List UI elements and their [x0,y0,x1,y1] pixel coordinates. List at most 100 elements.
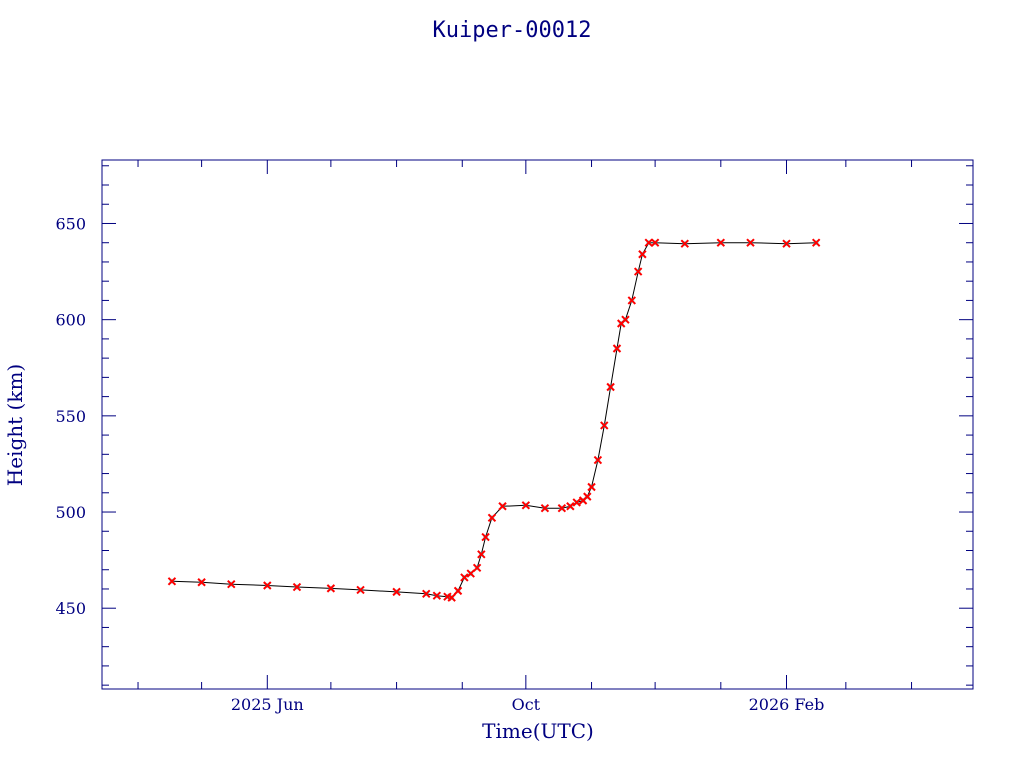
data-point-stroke [422,589,431,598]
data-point [498,502,507,511]
data-point [811,238,821,247]
data-point [572,498,581,507]
y-tick-label: 600 [55,311,86,330]
y-tick-label: 500 [55,503,86,522]
data-point [356,585,365,595]
data-point [557,503,567,513]
data-point [644,238,653,247]
data-point [472,563,482,573]
data-point-stroke [472,563,482,573]
data-point [481,532,490,542]
data-point [263,581,272,590]
data-point [650,238,660,247]
data-point [326,584,336,593]
data-point [782,239,791,248]
data-point [477,550,486,559]
data-point [521,501,531,510]
data-point [638,250,647,259]
data-point-stroke [447,593,456,602]
data-points [167,238,821,602]
data-point-stroke [612,344,622,353]
data-point-stroke [627,296,637,305]
data-point-stroke [432,591,442,600]
data-point-stroke [621,315,630,324]
data-point-stroke [650,238,660,247]
data-point-stroke [782,239,791,248]
data-point [540,503,550,513]
axis-ticks [102,160,973,689]
y-tick-label: 650 [55,214,86,233]
x-axis-label: Time(UTC) [482,719,594,743]
data-point-stroke [583,492,592,501]
data-point-stroke [481,532,490,542]
plot-frame [101,159,974,690]
x-tick-label: 2026 Feb [749,695,825,714]
data-point-stroke [572,498,581,507]
data-point-stroke [498,502,507,511]
y-tick-label: 450 [55,599,86,618]
data-point-stroke [487,513,497,523]
data-point [600,421,609,430]
y-tick-label: 550 [55,407,86,426]
data-point [453,586,463,596]
data-point-stroke [633,267,643,276]
data-point-stroke [521,501,531,510]
data-point-stroke [453,586,463,596]
series-line [171,242,817,599]
data-point-stroke [593,455,603,465]
data-point [292,582,302,592]
data-point [593,455,603,465]
data-point-stroke [167,577,177,586]
chart-title: Kuiper-00012 [433,18,592,43]
data-point [167,577,177,586]
y-axis-label: Height (km) [3,364,27,486]
data-point [583,492,592,501]
data-point [627,296,637,305]
data-point [466,569,475,578]
data-point-stroke [680,239,689,248]
data-point-stroke [644,238,653,247]
data-point-stroke [638,250,647,259]
data-point [487,513,497,523]
data-point-stroke [566,502,575,511]
data-point [617,319,626,328]
data-point-stroke [811,238,821,247]
data-point-stroke [477,550,486,559]
data-point [432,591,442,600]
data-point-stroke [460,573,469,582]
data-point [621,315,630,324]
axis-tick-labels: 450 500 550 600 650 2025 Jun Oct 2026 Feb [55,214,824,714]
data-point [422,589,431,598]
data-point-stroke [557,503,567,513]
data-point-stroke [466,569,475,578]
data-point [227,579,236,589]
data-point [392,587,401,597]
data-point [716,238,726,247]
data-point-stroke [540,503,550,513]
data-point-stroke [587,482,596,492]
data-point [746,238,755,247]
data-point [612,344,622,353]
x-tick-label: Oct [512,695,541,714]
data-point [606,382,615,392]
data-point [460,573,469,582]
data-point [633,267,643,276]
data-point-stroke [746,238,755,247]
data-point-stroke [716,238,726,247]
data-point-stroke [606,382,615,392]
data-point [680,239,689,248]
data-point-stroke [326,584,336,593]
data-point-stroke [392,587,401,597]
data-point-stroke [227,579,236,589]
x-tick-label: 2025 Jun [231,695,304,714]
data-point-stroke [263,581,272,590]
data-point [197,578,206,587]
data-point-stroke [600,421,609,430]
data-point-stroke [197,578,206,587]
data-point [447,593,456,602]
data-point-stroke [356,585,365,595]
data-point [587,482,596,492]
data-point [566,502,575,511]
data-point-stroke [292,582,302,592]
